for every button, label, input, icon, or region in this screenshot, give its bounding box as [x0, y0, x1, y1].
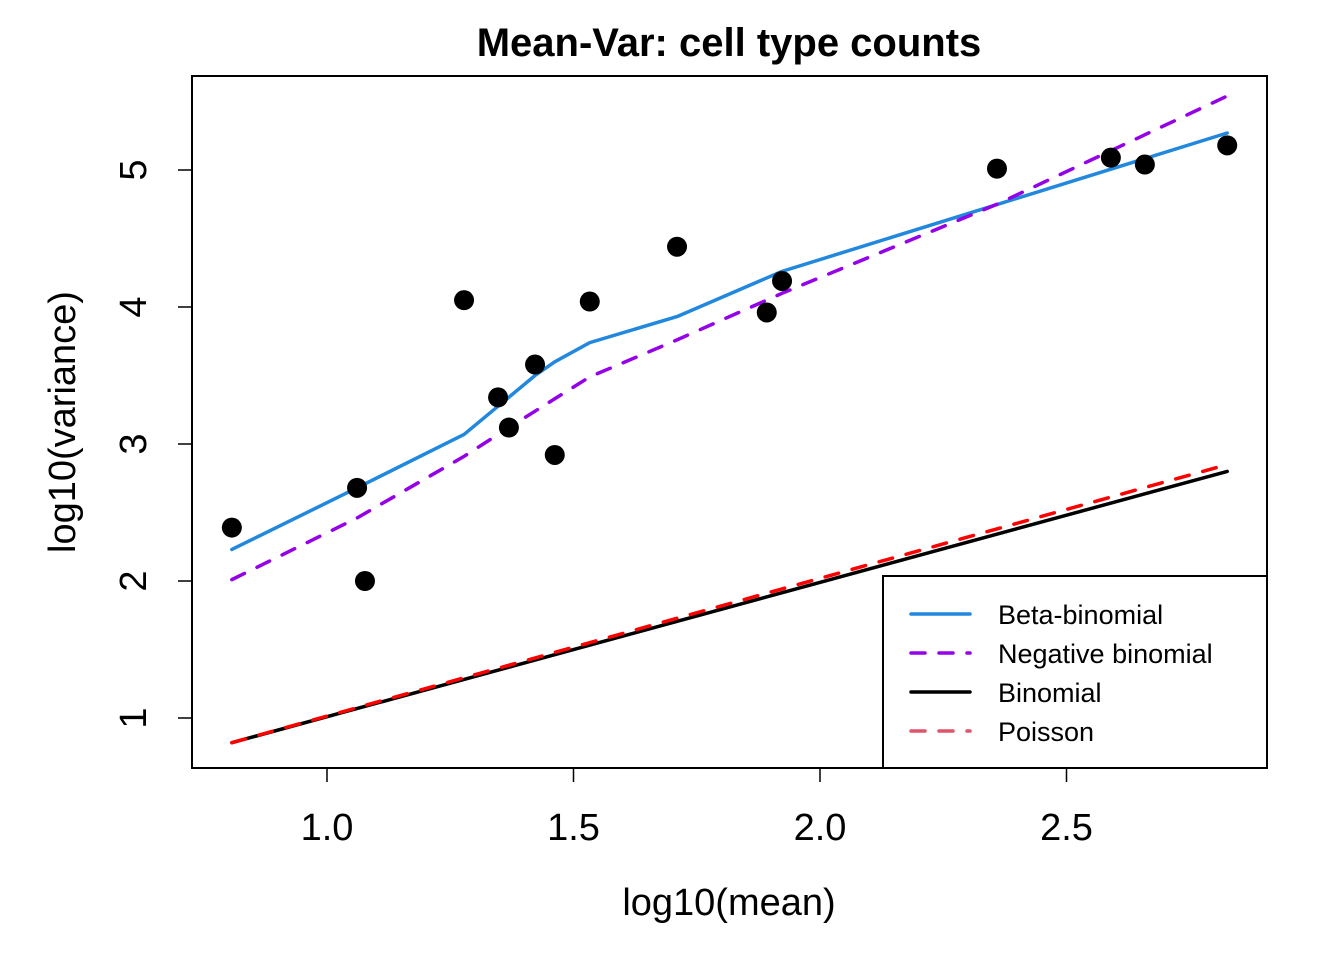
x-axis: 1.0 1.5 2.0 2.5 [301, 768, 1093, 849]
legend: Beta-binomial Negative binomial Binomial Po… [882, 575, 1268, 769]
x-tick-label: 1.0 [301, 807, 354, 849]
data-point [986, 158, 1007, 179]
legend-label-negative-binomial: Negative binomial [998, 639, 1213, 669]
data-point [756, 302, 777, 323]
y-tick-label: 3 [113, 433, 155, 454]
y-axis-label: log10(variance) [42, 291, 84, 553]
series-line-poisson [230, 462, 1229, 745]
data-point [1134, 154, 1155, 175]
data-point [347, 477, 368, 498]
plot-area-frame [191, 75, 1268, 769]
data-point [772, 270, 793, 291]
data-point [667, 236, 688, 257]
y-axis: 1 2 3 4 5 [113, 159, 192, 729]
data-point [221, 517, 242, 538]
series-line-negative-binomial [230, 94, 1229, 582]
data-point [1100, 147, 1121, 168]
legend-label-binomial: Binomial [998, 678, 1102, 708]
y-tick-label: 1 [113, 707, 155, 728]
y-tick-label: 4 [113, 296, 155, 317]
legend-label-poisson: Poisson [998, 717, 1094, 747]
chart-title: Mean-Var: cell type counts [477, 21, 982, 65]
x-tick-label: 1.5 [547, 807, 600, 849]
data-point [579, 291, 600, 312]
data-point [1217, 135, 1238, 156]
x-tick-label: 2.0 [794, 807, 847, 849]
x-axis-label: log10(mean) [622, 882, 835, 924]
y-tick-label: 2 [113, 570, 155, 591]
x-tick-label: 2.5 [1040, 807, 1093, 849]
points-layer [221, 135, 1238, 591]
data-point [354, 571, 375, 591]
data-point [498, 417, 519, 438]
data-point [544, 444, 565, 465]
data-point [488, 387, 509, 408]
series-line-beta-binomial [230, 131, 1229, 552]
y-tick-label: 5 [113, 159, 155, 180]
legend-box [882, 575, 1268, 769]
series-layer [230, 94, 1229, 745]
legend-label-beta-binomial: Beta-binomial [998, 600, 1163, 630]
data-point [454, 290, 475, 311]
data-point [525, 354, 546, 375]
